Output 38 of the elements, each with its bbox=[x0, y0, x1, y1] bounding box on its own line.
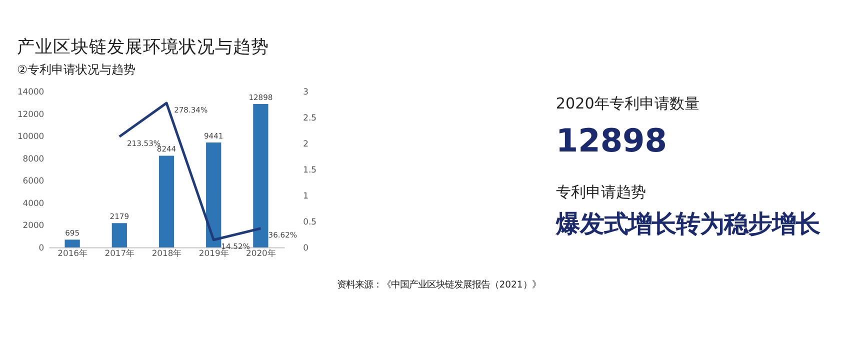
text: 资料来源：《中国产业区块链发展报告（2021）》 bbox=[337, 280, 541, 291]
x-tick-label: 2019年 bbox=[198, 248, 228, 258]
y2-tick-label: 2 bbox=[303, 138, 309, 149]
y-tick-label: 10000 bbox=[17, 131, 44, 142]
text: 专利申请趋势 bbox=[556, 182, 646, 201]
y-tick-label: 14000 bbox=[17, 86, 44, 97]
data-label: 2179 bbox=[110, 212, 130, 221]
y-tick-label: 0 bbox=[38, 242, 44, 252]
bar bbox=[253, 104, 268, 248]
data-label: 695 bbox=[65, 228, 80, 238]
bar bbox=[64, 240, 80, 248]
y-tick-label: 8000 bbox=[22, 153, 44, 164]
x-tick-label: 2018年 bbox=[152, 248, 182, 258]
data-label: 9441 bbox=[204, 131, 224, 140]
bar bbox=[158, 156, 174, 248]
y-tick-label: 12000 bbox=[17, 108, 44, 119]
y2-tick-label: 2.5 bbox=[303, 112, 317, 123]
data-label: 278.34% bbox=[174, 105, 208, 114]
text: 2020年专利申请数量 bbox=[556, 94, 700, 113]
text: 爆发式增长转为稳步增长 bbox=[554, 209, 820, 238]
chart-title: 产业区块链发展环境状况与趋势 bbox=[16, 36, 269, 58]
y2-tick-label: 0 bbox=[303, 242, 309, 252]
x-tick-label: 2016年 bbox=[58, 248, 87, 258]
chart-subtitle: ②专利申请状况与趋势 bbox=[16, 62, 136, 76]
x-tick-label: 2017年 bbox=[104, 248, 134, 258]
bar bbox=[206, 142, 222, 248]
y2-tick-label: 0.5 bbox=[303, 216, 317, 226]
y-tick-label: 4000 bbox=[22, 198, 44, 208]
y-tick-label: 6000 bbox=[22, 176, 44, 186]
y2-tick-label: 1.5 bbox=[303, 164, 317, 175]
data-label: 12898 bbox=[248, 92, 273, 102]
y2-tick-label: 1 bbox=[303, 190, 309, 200]
x-tick-label: 2020年 bbox=[246, 248, 276, 258]
bar bbox=[112, 223, 127, 248]
data-label: 36.62% bbox=[268, 230, 298, 240]
y2-tick-label: 3 bbox=[303, 86, 309, 97]
y-tick-label: 2000 bbox=[22, 220, 44, 230]
text: 12898 bbox=[556, 122, 667, 160]
